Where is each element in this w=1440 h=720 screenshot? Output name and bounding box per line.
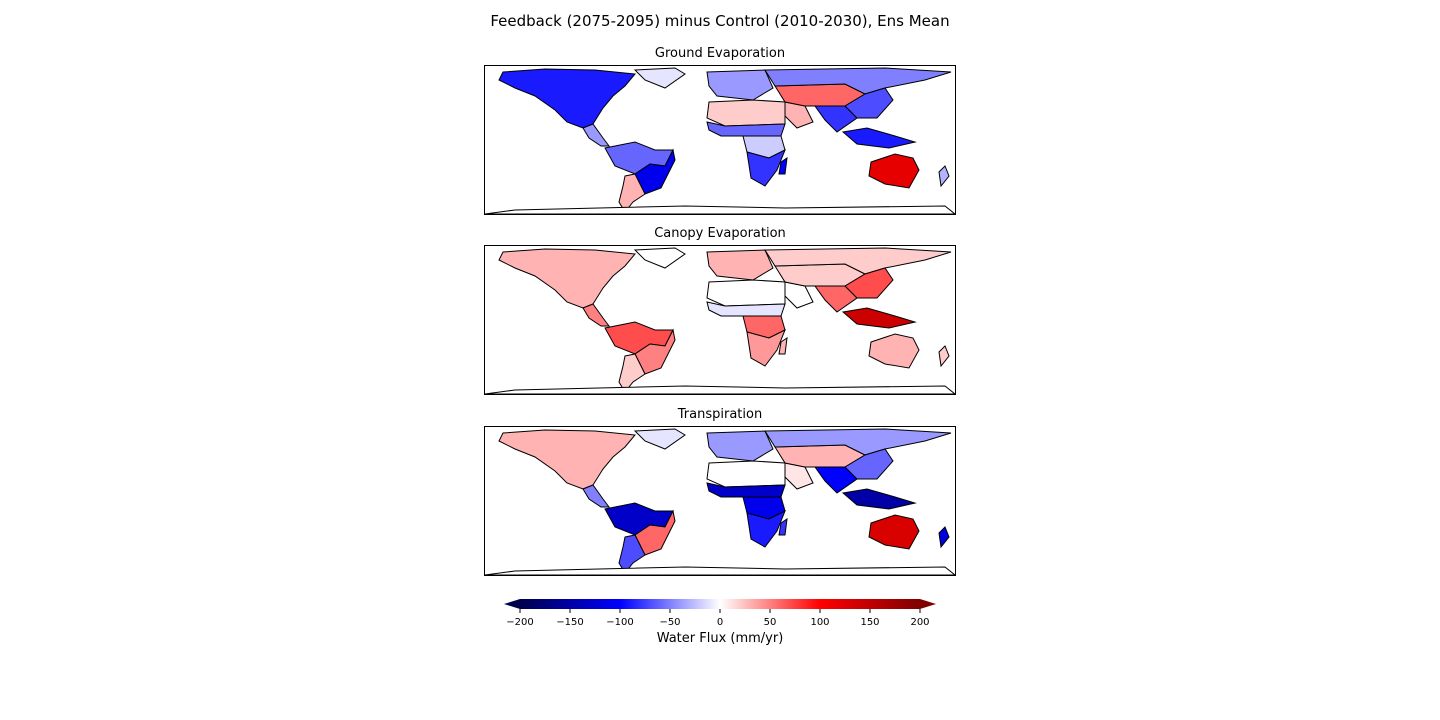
panel-title-transpiration: Transpiration [677, 407, 763, 422]
colorbar-extend-max [920, 599, 936, 609]
map-region-central-america [582, 484, 610, 508]
map-region-central-america [582, 303, 610, 327]
map-region-central-america [582, 123, 610, 147]
map-region-north-america [498, 248, 636, 309]
panel-title-canopy-evaporation: Canopy Evaporation [654, 226, 786, 241]
map-region-sahara [706, 460, 786, 488]
map-region-new-zealand [938, 526, 950, 549]
colorbar-tick-label: −50 [659, 617, 681, 628]
colorbar-extend-min [504, 599, 520, 609]
map-region-north-america [498, 429, 636, 490]
map-region-new-zealand [938, 345, 950, 368]
map-region-madagascar [778, 156, 788, 175]
colorbar-tick-label: 50 [763, 617, 777, 628]
map-region-europe [706, 249, 774, 281]
map-region-sahara [706, 99, 786, 127]
map-region-southeast-asia-islands [841, 127, 917, 149]
map-region-australia [868, 333, 920, 369]
map-region-antarctica-coast [485, 205, 955, 214]
map-region-south-asia [814, 466, 858, 494]
map-region-new-zealand [938, 165, 950, 188]
map-region-sahara [706, 279, 786, 307]
map-region-east-asia [844, 87, 894, 119]
map-region-south-america-east [634, 148, 676, 195]
map-region-greenland [633, 428, 686, 450]
map-region-south-asia [814, 105, 858, 133]
colorbar-label: Water Flux (mm/yr) [656, 631, 784, 646]
map-region-europe [706, 430, 774, 462]
map-region-antarctica-coast [485, 566, 955, 575]
colorbar-tick-label: −200 [506, 617, 534, 628]
map-region-south-asia [814, 285, 858, 313]
map-region-greenland [633, 67, 686, 89]
colorbar-gradient [520, 599, 920, 609]
map-region-southern-africa [746, 328, 786, 367]
map-region-europe [706, 69, 774, 101]
map-region-south-america-east [634, 328, 676, 375]
map-region-southern-africa [746, 509, 786, 548]
colorbar [500, 596, 940, 616]
map-region-southeast-asia-islands [841, 307, 917, 329]
colorbar-tick-label: 150 [860, 617, 880, 628]
colorbar-tick-label: 100 [810, 617, 830, 628]
map-region-south-america-east [634, 509, 676, 556]
map-region-antarctica-coast [485, 385, 955, 394]
map-ground-evaporation [484, 65, 956, 215]
map-region-east-asia [844, 267, 894, 299]
map-region-madagascar [778, 517, 788, 536]
colorbar-tick-label: −100 [606, 617, 634, 628]
map-canopy-evaporation [484, 245, 956, 395]
colorbar-tick-label: 200 [910, 617, 930, 628]
map-transpiration [484, 426, 956, 576]
map-region-australia [868, 514, 920, 550]
panel-title-ground-evaporation: Ground Evaporation [654, 46, 786, 61]
map-region-southern-africa [746, 148, 786, 187]
map-region-east-asia [844, 448, 894, 480]
colorbar-tick-label: −150 [556, 617, 584, 628]
map-region-greenland [633, 247, 686, 269]
figure-title: Feedback (2075-2095) minus Control (2010… [490, 12, 950, 30]
map-region-north-america [498, 68, 636, 129]
map-region-southeast-asia-islands [841, 488, 917, 510]
colorbar-tick-label: 0 [716, 617, 724, 628]
map-region-australia [868, 153, 920, 189]
map-region-madagascar [778, 336, 788, 355]
